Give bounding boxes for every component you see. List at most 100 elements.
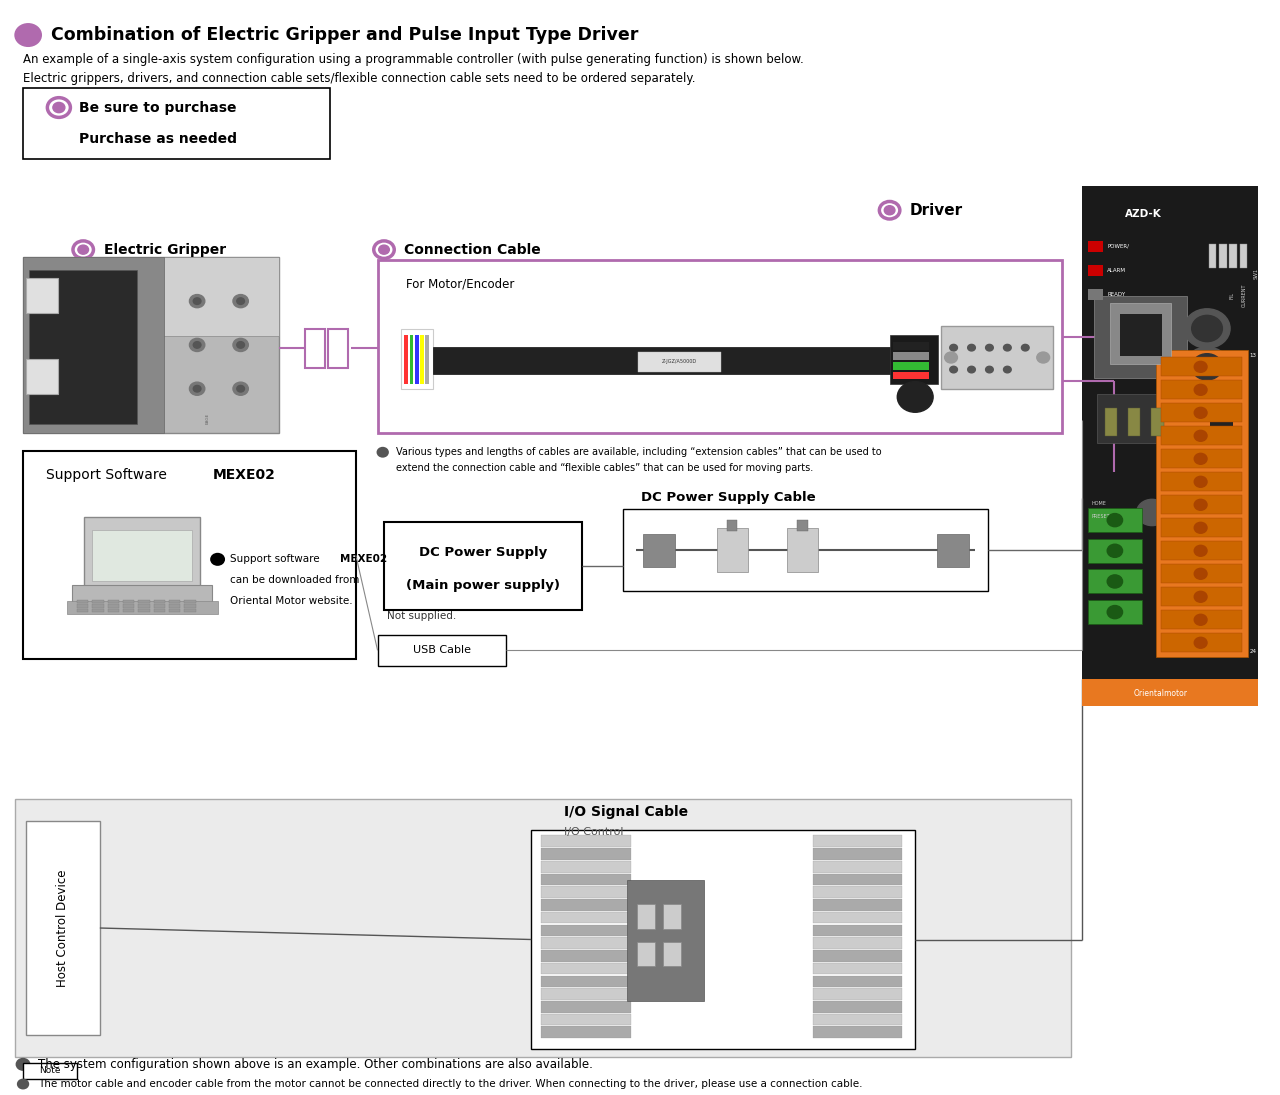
Circle shape	[1194, 361, 1207, 372]
Bar	[184, 600, 196, 603]
Text: Host Control Device: Host Control Device	[56, 869, 69, 987]
Bar	[643, 534, 675, 567]
Bar	[813, 835, 902, 848]
Bar	[541, 988, 631, 1000]
Bar	[813, 937, 902, 949]
Bar	[410, 335, 413, 384]
Bar	[1151, 408, 1164, 436]
Bar	[541, 1001, 631, 1013]
Bar	[108, 609, 119, 612]
Bar	[637, 942, 655, 966]
Circle shape	[1021, 345, 1029, 350]
Circle shape	[1194, 522, 1207, 533]
Circle shape	[1194, 614, 1207, 625]
Bar	[1161, 449, 1242, 468]
Bar	[1105, 408, 1117, 436]
Bar	[541, 874, 631, 885]
Text: An example of a single-axis system configuration using a programmable controller: An example of a single-axis system confi…	[23, 53, 804, 66]
Text: DC Power Supply Cable: DC Power Supply Cable	[641, 491, 815, 504]
Bar	[433, 346, 890, 374]
Bar	[169, 609, 180, 612]
Bar	[541, 963, 631, 975]
Bar	[1161, 426, 1242, 445]
Circle shape	[1107, 575, 1123, 588]
Circle shape	[1194, 384, 1207, 395]
Text: EAGE: EAGE	[205, 413, 210, 424]
Circle shape	[1194, 568, 1207, 579]
Bar	[813, 1014, 902, 1025]
Text: 13: 13	[1249, 354, 1257, 358]
Bar	[184, 604, 196, 608]
Bar	[1088, 600, 1142, 624]
Bar	[1219, 244, 1226, 268]
Bar	[23, 257, 164, 433]
Bar	[1088, 241, 1103, 252]
Bar	[541, 976, 631, 988]
Circle shape	[189, 295, 205, 308]
Bar	[123, 600, 134, 603]
Bar	[1128, 408, 1140, 436]
Bar	[420, 335, 424, 384]
Text: Various types and lengths of cables are available, including “extension cables” : Various types and lengths of cables are …	[396, 447, 881, 458]
Bar	[29, 269, 137, 424]
Circle shape	[193, 385, 201, 392]
Bar	[72, 585, 212, 604]
Circle shape	[950, 345, 957, 350]
Bar	[1097, 394, 1180, 443]
Bar	[1203, 394, 1239, 438]
Bar	[378, 260, 1062, 433]
Bar	[384, 522, 582, 610]
Text: Be sure to purchase: Be sure to purchase	[79, 101, 237, 115]
Circle shape	[1194, 407, 1207, 418]
Bar	[813, 861, 902, 873]
Circle shape	[1194, 591, 1207, 602]
Text: Connection Cable: Connection Cable	[404, 243, 541, 256]
Bar	[92, 530, 192, 581]
Circle shape	[1184, 347, 1230, 387]
Text: MEXE02: MEXE02	[212, 469, 275, 482]
Bar	[541, 861, 631, 873]
Bar	[813, 899, 902, 911]
Circle shape	[233, 382, 248, 395]
Bar	[1082, 679, 1258, 706]
Bar	[169, 604, 180, 608]
Bar	[813, 1001, 902, 1013]
Bar	[26, 359, 58, 394]
Text: PRESET: PRESET	[1092, 515, 1111, 519]
Text: MEXE02: MEXE02	[340, 554, 388, 564]
Circle shape	[15, 24, 41, 46]
Bar	[328, 328, 348, 368]
Text: CURRENT: CURRENT	[1242, 284, 1247, 308]
Bar	[1082, 186, 1258, 706]
Circle shape	[189, 382, 205, 395]
Bar	[169, 600, 180, 603]
Text: Oriental Motor website.: Oriental Motor website.	[230, 596, 353, 606]
Bar	[717, 529, 748, 573]
Circle shape	[78, 245, 88, 254]
Circle shape	[1192, 315, 1222, 342]
Bar	[77, 600, 88, 603]
Text: extend the connection cable and “flexible cables” that can be used for moving pa: extend the connection cable and “flexibl…	[396, 462, 813, 473]
Bar	[15, 799, 1071, 1057]
Bar	[813, 887, 902, 898]
Bar	[305, 328, 325, 368]
Text: For Motor/Encoder: For Motor/Encoder	[406, 277, 515, 290]
Bar	[378, 635, 506, 666]
Bar	[23, 257, 279, 433]
Bar	[531, 830, 915, 1049]
Circle shape	[193, 298, 201, 304]
Bar	[401, 328, 433, 390]
Bar	[154, 600, 165, 603]
Bar	[639, 353, 722, 372]
Bar	[1161, 633, 1242, 652]
Circle shape	[378, 448, 388, 457]
Text: Not supplied.: Not supplied.	[387, 611, 456, 622]
Circle shape	[17, 1059, 29, 1070]
Circle shape	[884, 206, 895, 215]
Bar	[108, 604, 119, 608]
Text: ALARM: ALARM	[1107, 268, 1126, 273]
Bar	[425, 335, 429, 384]
Bar	[637, 904, 655, 929]
Bar	[541, 849, 631, 860]
Text: POWER/: POWER/	[1107, 244, 1129, 249]
